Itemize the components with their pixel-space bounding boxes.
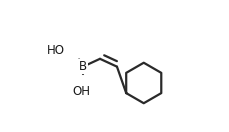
Text: B: B [79, 60, 87, 73]
Text: OH: OH [72, 85, 90, 98]
Text: HO: HO [46, 44, 64, 57]
